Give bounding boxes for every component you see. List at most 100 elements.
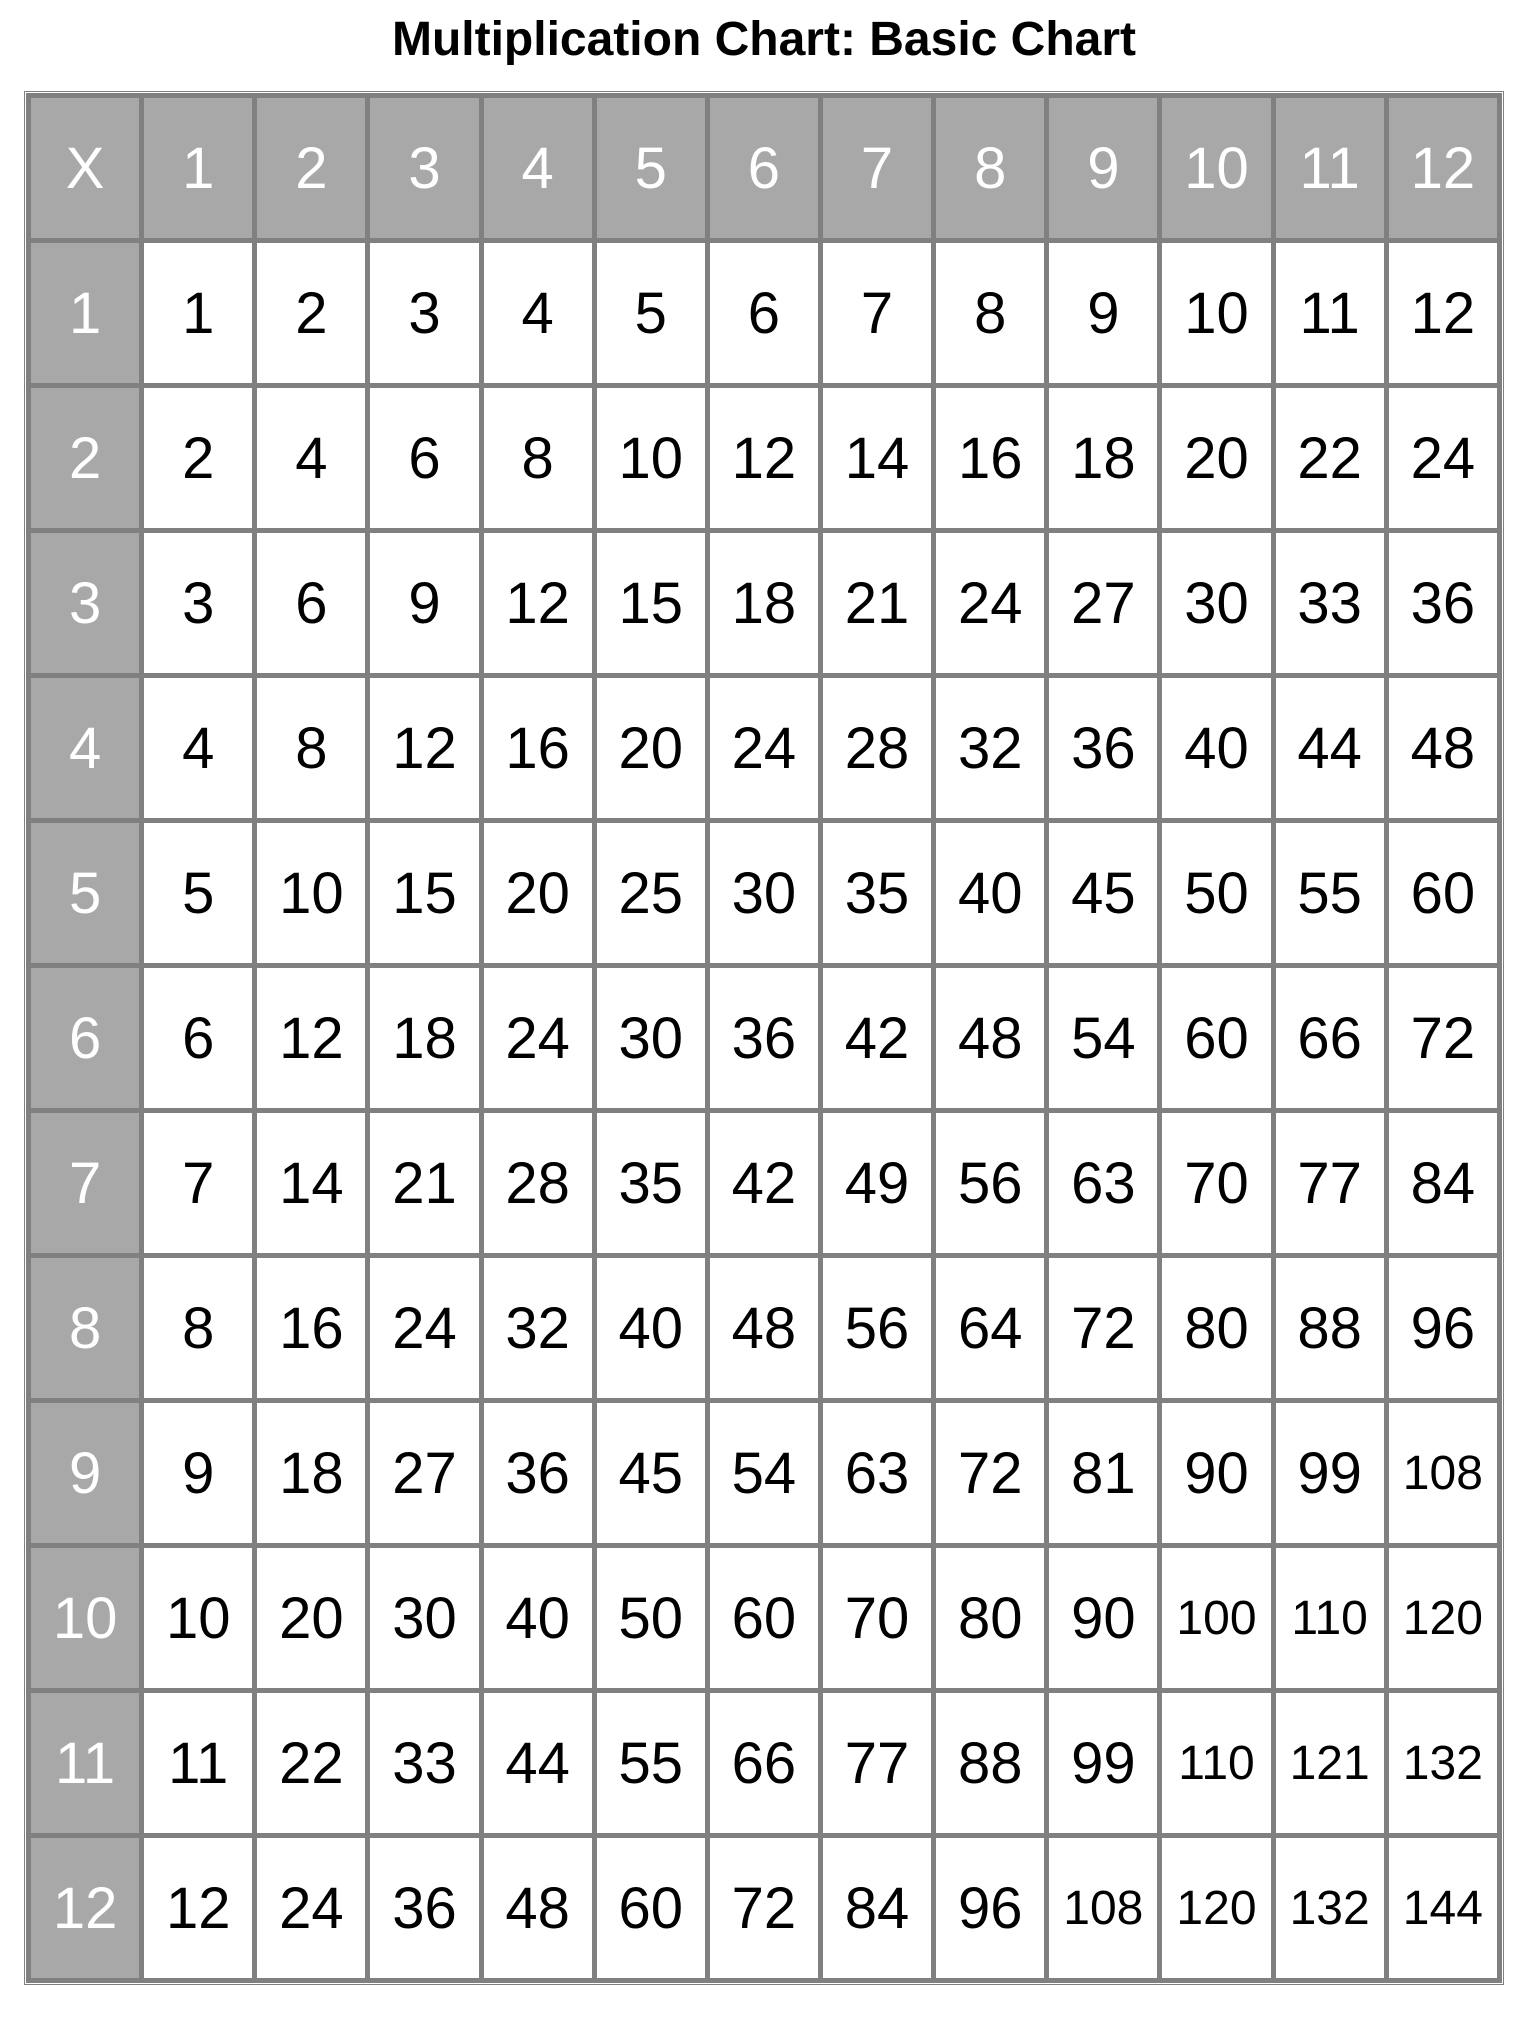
- data-cell: 2: [256, 242, 366, 384]
- data-cell: 35: [822, 822, 932, 964]
- data-cell: 110: [1161, 1692, 1271, 1834]
- data-cell: 110: [1275, 1547, 1385, 1689]
- data-cell: 120: [1161, 1837, 1271, 1979]
- data-cell: 8: [483, 387, 593, 529]
- data-cell: 28: [822, 677, 932, 819]
- data-cell: 50: [1161, 822, 1271, 964]
- data-cell: 24: [256, 1837, 366, 1979]
- corner-cell: X: [30, 97, 140, 239]
- table-row: 10102030405060708090100110120: [30, 1547, 1498, 1689]
- row-header: 8: [30, 1257, 140, 1399]
- data-cell: 35: [596, 1112, 706, 1254]
- data-cell: 100: [1161, 1547, 1271, 1689]
- multiplication-table-wrap: X123456789101112112345678910111222468101…: [24, 91, 1504, 1985]
- data-cell: 144: [1388, 1837, 1498, 1979]
- data-cell: 9: [1048, 242, 1158, 384]
- data-cell: 33: [369, 1692, 479, 1834]
- data-cell: 72: [709, 1837, 819, 1979]
- col-header: 2: [256, 97, 366, 239]
- table-row: 551015202530354045505560: [30, 822, 1498, 964]
- data-cell: 28: [483, 1112, 593, 1254]
- data-cell: 24: [709, 677, 819, 819]
- data-cell: 27: [1048, 532, 1158, 674]
- data-cell: 11: [143, 1692, 253, 1834]
- data-cell: 81: [1048, 1402, 1158, 1544]
- row-header: 4: [30, 677, 140, 819]
- data-cell: 14: [256, 1112, 366, 1254]
- table-row: 121224364860728496108120132144: [30, 1837, 1498, 1979]
- data-cell: 4: [143, 677, 253, 819]
- data-cell: 36: [369, 1837, 479, 1979]
- data-cell: 12: [1388, 242, 1498, 384]
- chart-title: Multiplication Chart: Basic Chart: [0, 12, 1528, 67]
- data-cell: 15: [596, 532, 706, 674]
- data-cell: 20: [256, 1547, 366, 1689]
- data-cell: 49: [822, 1112, 932, 1254]
- data-cell: 36: [709, 967, 819, 1109]
- data-cell: 32: [483, 1257, 593, 1399]
- data-cell: 70: [822, 1547, 932, 1689]
- data-cell: 9: [369, 532, 479, 674]
- data-cell: 10: [143, 1547, 253, 1689]
- data-cell: 96: [935, 1837, 1045, 1979]
- data-cell: 1: [143, 242, 253, 384]
- data-cell: 45: [596, 1402, 706, 1544]
- data-cell: 24: [483, 967, 593, 1109]
- col-header: 12: [1388, 97, 1498, 239]
- data-cell: 11: [1275, 242, 1385, 384]
- data-cell: 66: [709, 1692, 819, 1834]
- data-cell: 63: [822, 1402, 932, 1544]
- data-cell: 12: [709, 387, 819, 529]
- row-header: 6: [30, 967, 140, 1109]
- col-header: 9: [1048, 97, 1158, 239]
- data-cell: 80: [935, 1547, 1045, 1689]
- data-cell: 40: [935, 822, 1045, 964]
- data-cell: 60: [1161, 967, 1271, 1109]
- data-cell: 121: [1275, 1692, 1385, 1834]
- data-cell: 132: [1388, 1692, 1498, 1834]
- row-header: 1: [30, 242, 140, 384]
- data-cell: 99: [1275, 1402, 1385, 1544]
- data-cell: 16: [935, 387, 1045, 529]
- data-cell: 72: [1388, 967, 1498, 1109]
- data-cell: 14: [822, 387, 932, 529]
- row-header: 3: [30, 532, 140, 674]
- data-cell: 5: [596, 242, 706, 384]
- data-cell: 90: [1048, 1547, 1158, 1689]
- data-cell: 99: [1048, 1692, 1158, 1834]
- page: Multiplication Chart: Basic Chart X12345…: [0, 0, 1528, 2036]
- table-row: 881624324048566472808896: [30, 1257, 1498, 1399]
- data-cell: 48: [1388, 677, 1498, 819]
- data-cell: 8: [143, 1257, 253, 1399]
- row-header: 5: [30, 822, 140, 964]
- data-cell: 30: [1161, 532, 1271, 674]
- data-cell: 64: [935, 1257, 1045, 1399]
- data-cell: 50: [596, 1547, 706, 1689]
- data-cell: 72: [1048, 1257, 1158, 1399]
- table-row: 661218243036424854606672: [30, 967, 1498, 1109]
- data-cell: 33: [1275, 532, 1385, 674]
- data-cell: 18: [256, 1402, 366, 1544]
- data-cell: 48: [935, 967, 1045, 1109]
- col-header: 3: [369, 97, 479, 239]
- data-cell: 9: [143, 1402, 253, 1544]
- data-cell: 6: [369, 387, 479, 529]
- data-cell: 63: [1048, 1112, 1158, 1254]
- data-cell: 55: [1275, 822, 1385, 964]
- data-cell: 56: [822, 1257, 932, 1399]
- data-cell: 54: [709, 1402, 819, 1544]
- table-row: 771421283542495663707784: [30, 1112, 1498, 1254]
- data-cell: 6: [256, 532, 366, 674]
- data-cell: 20: [596, 677, 706, 819]
- data-cell: 66: [1275, 967, 1385, 1109]
- data-cell: 60: [1388, 822, 1498, 964]
- data-cell: 60: [596, 1837, 706, 1979]
- data-cell: 40: [1161, 677, 1271, 819]
- data-cell: 70: [1161, 1112, 1271, 1254]
- data-cell: 84: [822, 1837, 932, 1979]
- col-header: 6: [709, 97, 819, 239]
- data-cell: 54: [1048, 967, 1158, 1109]
- data-cell: 84: [1388, 1112, 1498, 1254]
- data-cell: 25: [596, 822, 706, 964]
- data-cell: 12: [256, 967, 366, 1109]
